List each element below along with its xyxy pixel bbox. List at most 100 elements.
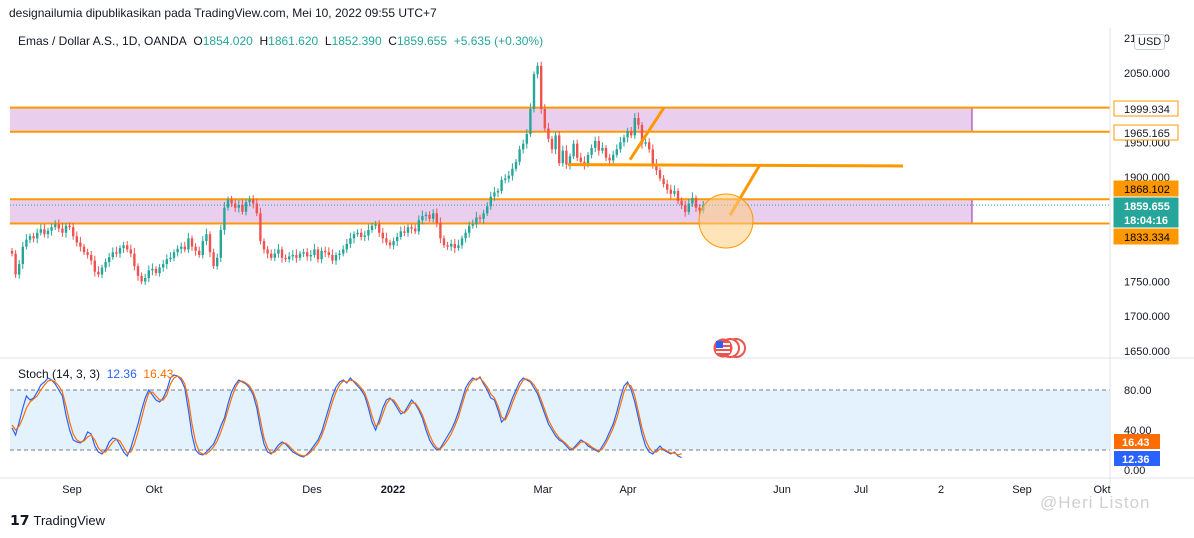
candle-body [349, 238, 352, 244]
candle-body [61, 228, 64, 233]
candle-body [320, 250, 323, 260]
price-label: 1965.165 [1124, 128, 1170, 140]
price-tick-label: 1750.000 [1124, 276, 1170, 288]
us-flag-event-icon[interactable] [712, 337, 746, 364]
candle-body [558, 135, 561, 164]
candle-body [615, 149, 618, 155]
time-tick-label: 2022 [381, 484, 405, 496]
price-tick-label: 1700.000 [1124, 311, 1170, 323]
price-tick-label: 2050.000 [1124, 68, 1170, 80]
candle-body [32, 236, 35, 239]
candle-body [396, 236, 399, 242]
candle-body [684, 204, 687, 212]
candle-body [302, 252, 305, 254]
candle-body [316, 249, 320, 260]
candle-body [489, 196, 492, 207]
candle-body [406, 227, 410, 233]
candle-body [504, 178, 507, 180]
candle-body [543, 108, 546, 129]
candle-body [403, 231, 406, 233]
candle-body [36, 232, 39, 239]
currency-button[interactable]: USD [1134, 34, 1166, 50]
candle-body [399, 231, 402, 237]
candle-body [208, 234, 212, 253]
candle-body [190, 238, 194, 247]
candle-body [586, 154, 590, 165]
candle-body [342, 249, 345, 254]
candle-body [273, 253, 276, 258]
candle-body [18, 264, 21, 275]
candle-body [604, 147, 608, 158]
candle-body [10, 250, 14, 254]
price-label: 18:04:16 [1124, 215, 1168, 227]
candle-body [478, 217, 482, 219]
candle-body [460, 238, 464, 246]
candle-body [532, 74, 536, 109]
stoch-legend[interactable]: Stoch (14, 3, 3) 12.36 16.43 [18, 367, 173, 381]
candle-body [144, 277, 147, 282]
candle-body [662, 178, 665, 185]
time-tick-label: Jun [773, 484, 791, 496]
candle-body [122, 245, 125, 249]
price-label: 1868.102 [1124, 184, 1170, 196]
candle-body [482, 213, 485, 219]
candle-body [327, 252, 330, 256]
candle-body [417, 220, 420, 232]
low-value: 1852.390 [331, 34, 382, 48]
candle-body [306, 252, 309, 257]
candle-body [579, 157, 582, 162]
candle-body [237, 204, 240, 208]
symbol-name[interactable]: Emas / Dollar A.S., 1D, OANDA [18, 34, 187, 48]
close-label: C [388, 34, 397, 48]
price-label-box [1113, 124, 1179, 141]
tradingview-footer[interactable]: 𝟭𝟳 TradingView [10, 512, 105, 529]
candle-body [140, 275, 143, 282]
candle-body [424, 214, 428, 217]
candle-body [360, 232, 363, 237]
stoch-pane [0, 357, 1194, 459]
candle-body [597, 140, 600, 151]
candle-body [435, 213, 438, 224]
candle-body [658, 170, 662, 179]
candle-body [691, 197, 694, 204]
publisher-line: designailumia dipublikasikan pada Tradin… [9, 6, 437, 20]
candle-body [367, 229, 370, 236]
high-value: 1861.620 [268, 34, 319, 48]
candle-body [104, 261, 107, 268]
candle-body [540, 65, 543, 109]
stoch-tick-label: 80.00 [1124, 385, 1152, 397]
candle-body [511, 168, 514, 176]
candle-body [457, 245, 460, 249]
candle-body [576, 143, 579, 158]
candle-body [612, 154, 615, 161]
candle-body [345, 243, 348, 250]
candle-body [79, 242, 82, 247]
candle-body [172, 252, 176, 258]
candle-body [694, 197, 698, 208]
candle-body [324, 250, 327, 253]
high-label: H [259, 34, 269, 48]
candle-body [259, 213, 262, 242]
candle-body [97, 271, 100, 275]
candle-body [648, 142, 651, 150]
candle-body [147, 270, 150, 278]
candle-body [669, 189, 672, 194]
candle-body [14, 253, 17, 275]
candle-body [331, 255, 334, 261]
candle-body [676, 191, 680, 201]
candle-body [471, 224, 474, 226]
candle-body [687, 203, 690, 212]
candle-body [90, 255, 93, 261]
candle-body [54, 224, 57, 228]
candle-body [234, 203, 237, 208]
candle-body [493, 192, 496, 197]
candle-body [475, 217, 478, 225]
candle-body [230, 199, 233, 204]
neckline [567, 163, 904, 168]
time-tick-label: Mar [534, 484, 553, 496]
candle-body [244, 202, 248, 212]
candle-body [291, 255, 294, 257]
tradingview-label: TradingView [33, 513, 106, 528]
candle-body [550, 138, 554, 150]
